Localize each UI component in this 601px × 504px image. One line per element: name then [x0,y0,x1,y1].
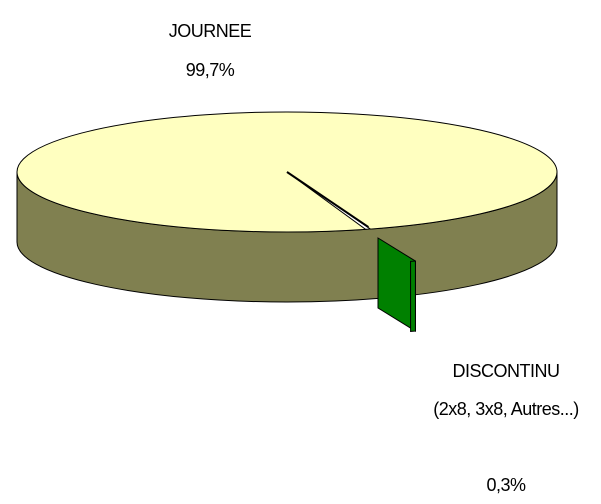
pie-slice [16,111,558,233]
value-label: 0,3% [486,475,526,495]
category-label: JOURNEE [168,21,252,41]
value-label: 99,7% [185,60,235,80]
pie-slice [410,260,416,332]
slice-edge [286,171,369,228]
category-label: DISCONTINU (2x8, 3x8, Autres...) [433,361,579,419]
